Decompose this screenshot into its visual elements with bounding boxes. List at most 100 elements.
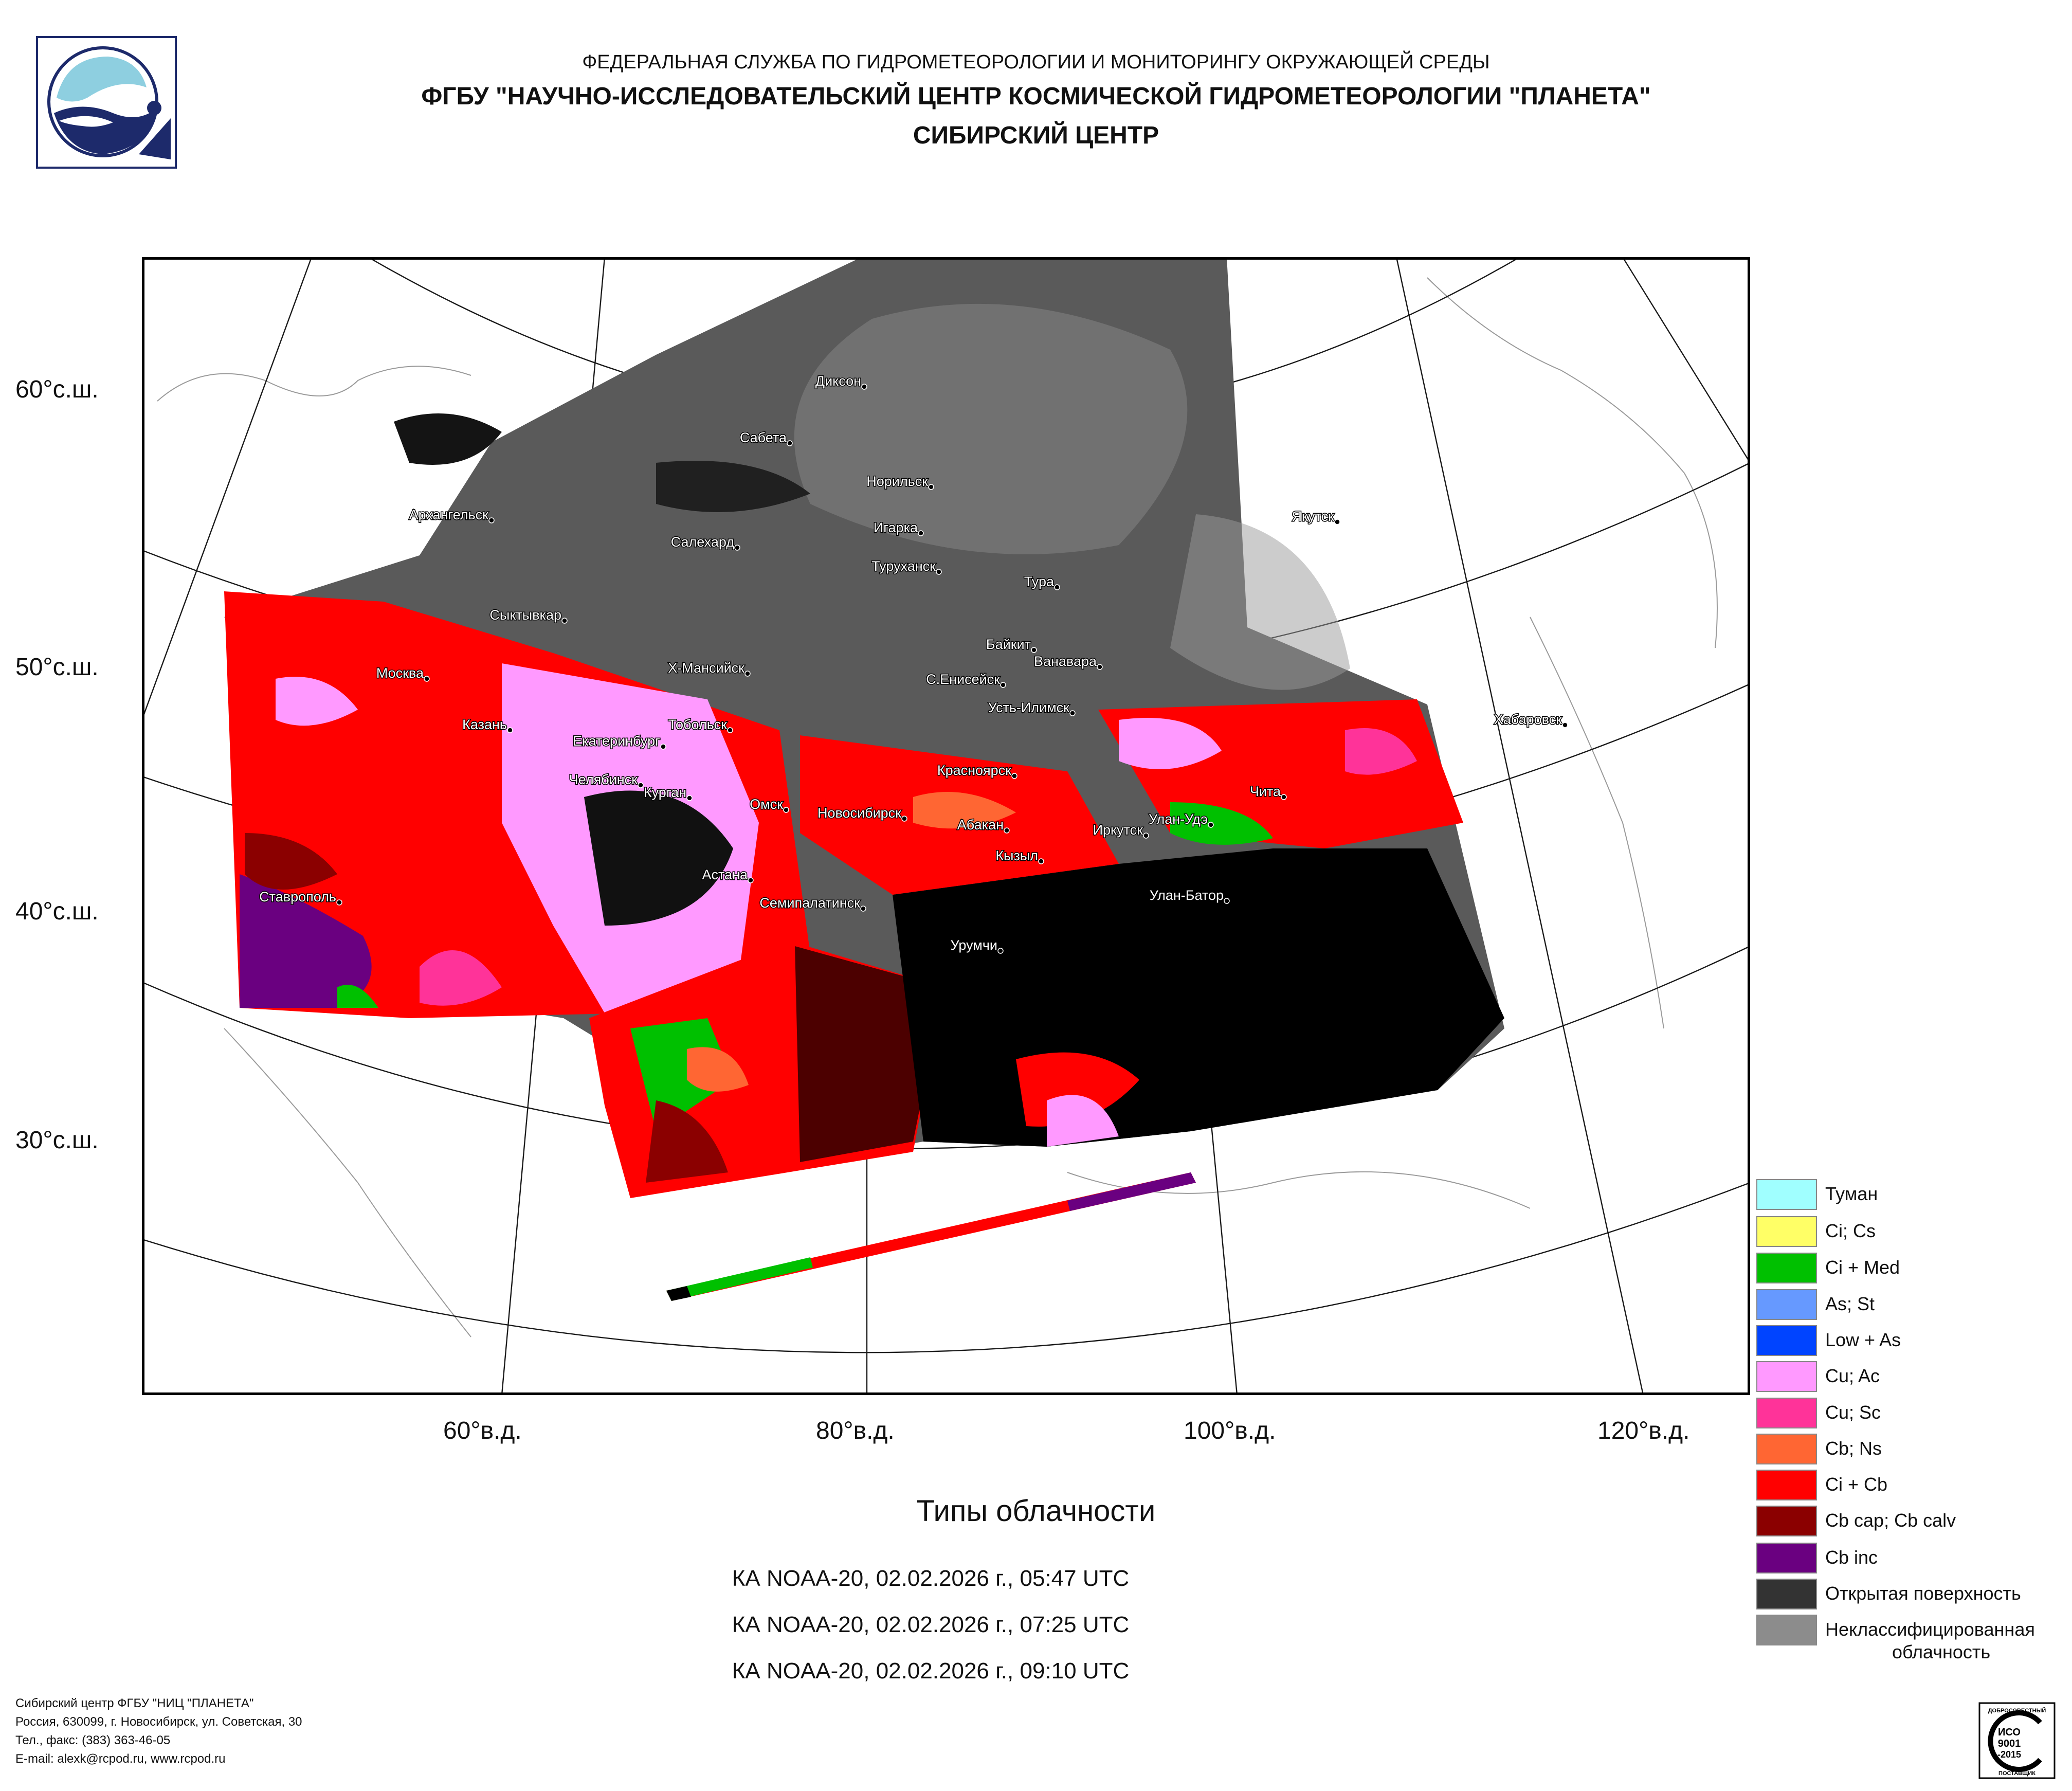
city-label: Сабета bbox=[740, 430, 787, 445]
lat-label-30: 30°с.ш. bbox=[15, 1127, 99, 1154]
city-dot bbox=[860, 906, 866, 912]
city-dot bbox=[336, 899, 342, 906]
city-dot bbox=[488, 517, 495, 523]
city-marker: Омск bbox=[749, 796, 789, 813]
city-marker: Чита bbox=[1249, 783, 1287, 800]
city-dot bbox=[1054, 584, 1060, 590]
city-marker: Тобольск bbox=[667, 716, 733, 733]
iso-badge-bottom: ПОСТАВЩИК bbox=[1998, 1770, 2035, 1777]
city-dot bbox=[1281, 794, 1287, 800]
city-label: Казань bbox=[462, 717, 507, 732]
city-dot bbox=[1562, 722, 1568, 728]
legend-label: Cb; Ns bbox=[1825, 1438, 1882, 1459]
city-labels: Диксон Сабета Норильск Архангельск Игарка Сал… bbox=[259, 373, 1568, 954]
city-label: Игарка bbox=[874, 520, 918, 535]
footer-line-4: E-mail: alexk@rcpod.ru, www.rcpod.ru bbox=[15, 1752, 226, 1766]
city-label: Х-Мансийск bbox=[668, 660, 744, 676]
legend-swatch bbox=[1756, 1216, 1817, 1247]
city-marker: Архангельск bbox=[408, 506, 495, 523]
city-marker: Байкит bbox=[985, 636, 1037, 653]
lat-label-60: 60°с.ш. bbox=[15, 376, 99, 403]
city-label: Челябинск bbox=[569, 772, 638, 787]
legend-label: Cb cap; Cb calv bbox=[1825, 1510, 1956, 1531]
city-label: Байкит bbox=[986, 637, 1031, 652]
city-marker: Абакан bbox=[956, 817, 1010, 834]
city-dot bbox=[561, 618, 568, 624]
legend-label: Ci; Cs bbox=[1825, 1220, 1876, 1241]
city-label: С.Енисейск bbox=[926, 672, 1000, 687]
legend-swatch bbox=[1756, 1361, 1817, 1392]
city-marker: Красноярск bbox=[936, 762, 1017, 779]
city-dot bbox=[1143, 833, 1149, 839]
legend-label: Cb inc bbox=[1825, 1547, 1878, 1568]
legend-swatch bbox=[1756, 1615, 1817, 1645]
legend-label: Открытая поверхность bbox=[1825, 1583, 2021, 1604]
legend-label: Туман bbox=[1825, 1183, 1878, 1204]
city-dot bbox=[936, 569, 942, 575]
city-marker: С.Енисейск bbox=[925, 671, 1006, 688]
city-dot bbox=[660, 744, 666, 750]
city-marker: Сабета bbox=[739, 429, 793, 446]
iso-badge-mid2: 9001 bbox=[1998, 1738, 2021, 1749]
lon-label-100: 100°в.д. bbox=[1184, 1417, 1276, 1444]
city-label: Ванавара bbox=[1034, 654, 1097, 669]
lat-label-40: 40°с.ш. bbox=[15, 898, 99, 925]
legend-label: Неклассифицированная bbox=[1825, 1619, 2035, 1640]
city-marker: Новосибирск bbox=[816, 805, 907, 822]
city-dot bbox=[1038, 858, 1044, 864]
footer-line-1: Сибирский центр ФГБУ "НИЦ "ПЛАНЕТА" bbox=[15, 1696, 254, 1710]
city-label: Астана bbox=[702, 867, 748, 882]
cloud-type-map: Диксон Сабета Норильск Архангельск Игарка Сал… bbox=[142, 257, 1750, 1395]
city-dot bbox=[1224, 898, 1230, 904]
footer-contacts: Сибирский центр ФГБУ "НИЦ "ПЛАНЕТА" Росс… bbox=[15, 1694, 302, 1768]
legend-label: As; St bbox=[1825, 1293, 1875, 1314]
city-dot bbox=[783, 807, 789, 813]
city-label: Хабаровск bbox=[1494, 712, 1562, 727]
city-dot bbox=[734, 545, 740, 551]
city-label: Туруханск bbox=[871, 558, 936, 574]
lon-label-120: 120°в.д. bbox=[1597, 1417, 1690, 1444]
city-marker: Улан-Батор bbox=[1149, 887, 1230, 904]
city-marker: Курган bbox=[643, 784, 693, 801]
city-label: Кызыл bbox=[995, 848, 1038, 863]
city-marker: Москва bbox=[375, 665, 430, 682]
iso-badge-mid1: ИСО bbox=[1998, 1727, 2021, 1738]
city-dot bbox=[928, 484, 934, 490]
city-dot bbox=[997, 948, 1004, 954]
city-marker: Астана bbox=[701, 866, 754, 883]
city-dot bbox=[1097, 664, 1103, 670]
lon-label-60: 60°в.д. bbox=[443, 1417, 522, 1444]
city-marker: Екатеринбург bbox=[572, 733, 666, 750]
legend-swatch bbox=[1756, 1325, 1817, 1356]
city-label: Норильск bbox=[866, 474, 928, 489]
legend-label: Ci + Cb bbox=[1825, 1474, 1888, 1495]
city-dot bbox=[1208, 822, 1214, 828]
city-dot bbox=[424, 676, 430, 682]
footer-line-2: Россия, 630099, г. Новосибирск, ул. Сове… bbox=[15, 1715, 302, 1729]
lat-label-50: 50°с.ш. bbox=[15, 654, 99, 681]
planeta-logo-icon bbox=[36, 36, 177, 169]
legend-label: Cu; Sc bbox=[1825, 1402, 1881, 1423]
city-label: Новосибирск bbox=[817, 805, 901, 821]
map-frame bbox=[142, 257, 1750, 1395]
footer-line-3: Тел., факс: (383) 363-46-05 bbox=[15, 1733, 171, 1747]
legend-label: Low + As bbox=[1825, 1329, 1901, 1350]
city-dot bbox=[1031, 647, 1037, 653]
city-marker: Норильск bbox=[866, 473, 934, 490]
city-label: Диксон bbox=[815, 373, 861, 389]
institute-title: ФГБУ "НАУЧНО-ИССЛЕДОВАТЕЛЬСКИЙ ЦЕНТР КОС… bbox=[421, 83, 1651, 110]
legend-swatch bbox=[1756, 1179, 1817, 1210]
pass-1: КА NOAA-20, 02.02.2026 г., 05:47 UTC bbox=[732, 1566, 1130, 1591]
pass-3: КА NOAA-20, 02.02.2026 г., 09:10 UTC bbox=[732, 1658, 1130, 1684]
legend-swatch bbox=[1756, 1398, 1817, 1428]
city-marker: Хабаровск bbox=[1493, 711, 1568, 728]
city-dot bbox=[744, 671, 751, 677]
city-label: Чита bbox=[1250, 784, 1281, 799]
city-marker: Семипалатинск bbox=[759, 895, 866, 912]
iso-badge-top: ДОБРОСОВЕСТНЫЙ bbox=[1988, 1707, 2046, 1714]
city-dot bbox=[918, 530, 924, 536]
cloud-types-title: Типы облачности bbox=[916, 1494, 1156, 1528]
city-label: Екатеринбург bbox=[573, 733, 660, 749]
city-dot bbox=[638, 782, 644, 788]
city-marker: Кызыл bbox=[995, 847, 1044, 864]
